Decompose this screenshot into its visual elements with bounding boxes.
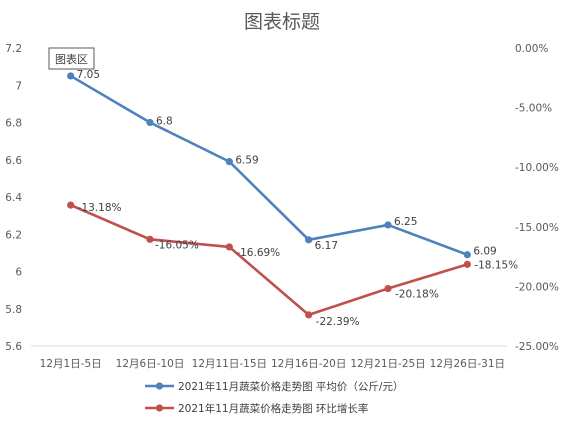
- series-2-point: [384, 284, 392, 293]
- series-line-1: [69, 74, 469, 257]
- x-tick-label: 12月6日-10日: [116, 358, 185, 370]
- series-1-data-label: 7.05: [77, 69, 100, 81]
- x-tick-label: 12月21日-25日: [350, 358, 425, 370]
- y-left-tick-label: 5.6: [5, 341, 22, 353]
- series-2-point: [67, 201, 75, 209]
- legend-entry-2: 2021年11月蔬菜价格走势图 环比增长率: [145, 402, 368, 415]
- series-1-point: [146, 118, 154, 127]
- series-1-point: [67, 72, 75, 80]
- legend-swatch-marker: [155, 404, 164, 412]
- y-right-tick-label: -20.00%: [515, 281, 559, 293]
- x-tick-label: 12月1日-5日: [40, 358, 102, 370]
- series-1-data-label: 6.17: [315, 240, 338, 252]
- series-2-data-label: -16.05%: [155, 239, 199, 251]
- y-right-tick-label: -25.00%: [515, 341, 559, 353]
- y-left-tick-label: 7.2: [5, 43, 22, 55]
- series-1-data-label: 6.09: [473, 246, 496, 258]
- y-left-tick-label: 6.4: [5, 192, 22, 204]
- series-2-data-label: -22.39%: [316, 316, 360, 328]
- x-tick-label: 12月16日-20日: [271, 358, 346, 370]
- series-2-data-label: -13.18%: [78, 202, 122, 214]
- axes: 5.6 5.8 6 6.2 6.4 6.6 6.8 7 7.2 -25.00% -20.00% -15…: [5, 43, 559, 370]
- x-tick-label: 12月11日-15日: [192, 358, 267, 370]
- series-2-point: [305, 311, 313, 319]
- series-1-point: [384, 221, 392, 229]
- y-right-tick-label: 0.00%: [515, 43, 548, 55]
- y-left-tick-label: 6.6: [5, 155, 22, 167]
- x-tick-label: 12月26日-31日: [430, 358, 505, 370]
- series-line-2: [69, 203, 469, 317]
- y-left-tick-label: 6.8: [5, 118, 22, 130]
- y-left-tick-label: 5.8: [5, 304, 22, 316]
- series-1-point: [225, 158, 233, 166]
- series-1-data-label: 6.8: [156, 116, 173, 128]
- legend-label: 2021年11月蔬菜价格走势图 环比增长率: [178, 402, 368, 415]
- legend-entry-1: 2021年11月蔬菜价格走势图 平均价（公斤/元）: [145, 380, 403, 393]
- legend: 2021年11月蔬菜价格走势图 平均价（公斤/元） 2021年11月蔬菜价格走势图…: [145, 380, 403, 415]
- series-1-data-label: 6.25: [394, 216, 417, 228]
- y-right-tick-label: -10.00%: [515, 162, 559, 174]
- y-right-tick-label: -15.00%: [515, 222, 559, 234]
- y-left-tick-label: 6: [15, 267, 22, 279]
- y-left-tick-label: 6.2: [5, 229, 22, 241]
- series-1-data-label: 6.59: [235, 155, 258, 167]
- legend-swatch-marker: [155, 382, 164, 390]
- plot-area-tag-label: 图表区: [55, 52, 88, 66]
- chart-title: 图表标题: [244, 11, 320, 33]
- series-2-point: [463, 260, 471, 268]
- series-2-point: [225, 243, 233, 251]
- plot-area-tag: 图表区: [48, 47, 95, 70]
- series-1-point: [305, 236, 313, 244]
- legend-label: 2021年11月蔬菜价格走势图 平均价（公斤/元）: [178, 380, 403, 393]
- series-2-data-label: -18.15%: [474, 259, 518, 271]
- series-1-point: [463, 251, 471, 259]
- series-2-data-label: -16.69%: [236, 247, 280, 259]
- series-2-point: [146, 235, 154, 243]
- series-layer: 7.05 6.8 6.59 6.17 6.25 6.09 -13.18% -16.05% -16…: [67, 69, 518, 328]
- y-left-tick-label: 7: [15, 80, 22, 92]
- y-right-tick-label: -5.00%: [515, 103, 552, 115]
- series-2-data-label: -20.18%: [395, 289, 439, 301]
